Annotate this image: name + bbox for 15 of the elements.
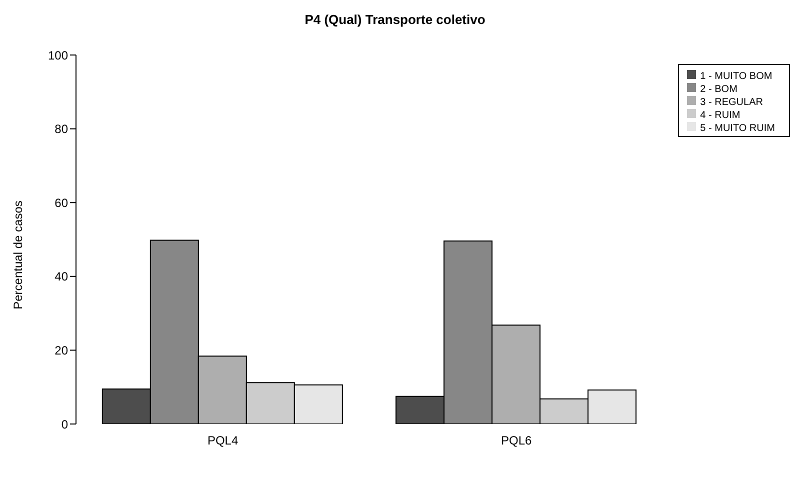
y-tick-label: 0 — [61, 417, 68, 432]
y-tick-label: 80 — [54, 122, 68, 136]
legend-label: 5 - MUITO RUIM — [700, 123, 775, 134]
x-tick-label: PQL6 — [501, 434, 532, 448]
x-tick-label: PQL4 — [207, 434, 238, 448]
y-tick-label: 100 — [48, 48, 68, 62]
y-tick-label: 20 — [54, 343, 68, 358]
y-axis-title: Percentual de casos — [11, 200, 25, 310]
legend-label: 2 - BOM — [700, 84, 738, 95]
legend-label: 1 - MUITO BOM — [700, 71, 772, 82]
y-tick-label: 60 — [54, 196, 68, 210]
legend-label: 4 - RUIM — [700, 110, 740, 121]
y-tick-label: 40 — [54, 270, 68, 284]
chart-title: P4 (Qual) Transporte coletivo — [304, 12, 486, 27]
legend-label: 3 - REGULAR — [700, 97, 763, 108]
